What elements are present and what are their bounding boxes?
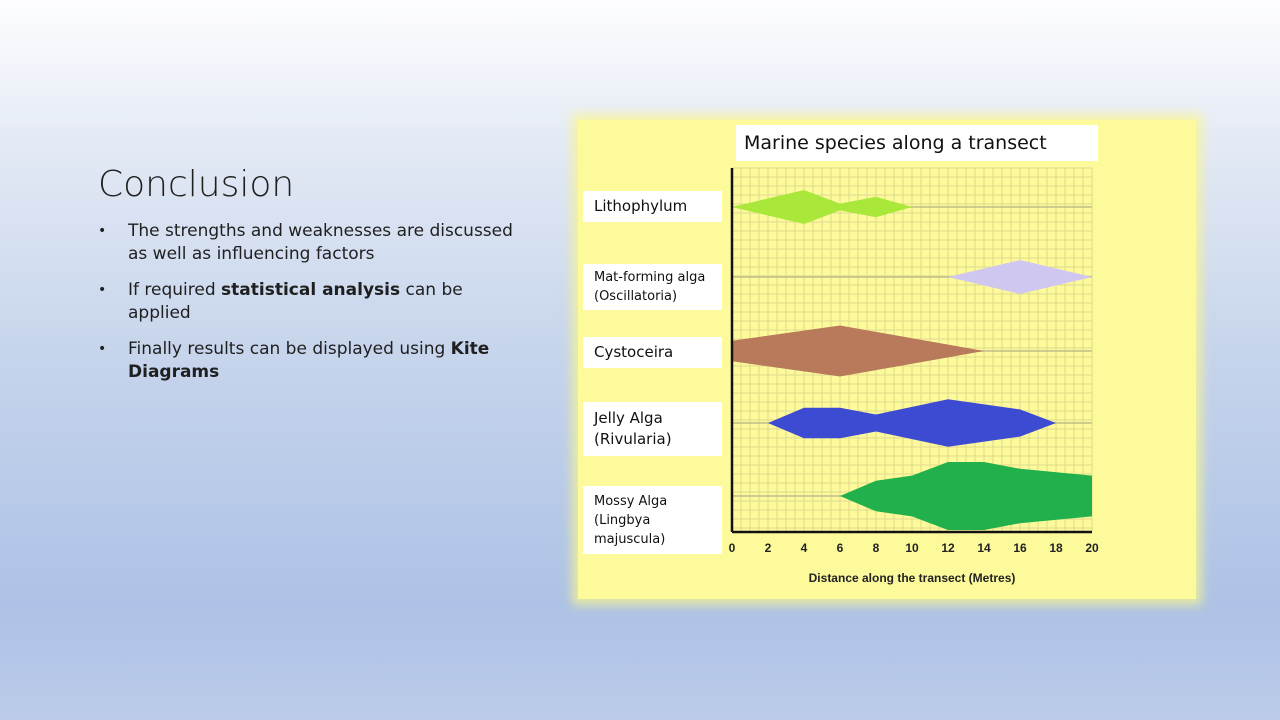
x-axis-label: Distance along the transect (Metres) bbox=[809, 571, 1016, 585]
x-tick-label: 0 bbox=[729, 541, 736, 555]
bullet-text: The strengths and weaknesses are discuss… bbox=[128, 221, 513, 264]
bullet-emphasis: statistical analysis bbox=[221, 280, 401, 300]
species-label: Jelly Alga (Rivularia) bbox=[583, 402, 722, 456]
species-label-line: (Lingbya bbox=[594, 512, 651, 528]
chart-title: Marine species along a transect bbox=[736, 125, 1098, 161]
species-label-line: Jelly Alga bbox=[594, 409, 663, 427]
kite-shape bbox=[768, 399, 1056, 447]
bullet-text: If required bbox=[128, 280, 222, 300]
bullet-dot: • bbox=[98, 223, 107, 239]
species-label-line: (Rivularia) bbox=[594, 430, 672, 448]
bullet-dot: • bbox=[98, 282, 107, 298]
kite-shape bbox=[732, 190, 912, 224]
x-tick-label: 4 bbox=[801, 541, 808, 555]
species-label-line: Cystoceira bbox=[594, 343, 674, 361]
x-tick-label: 14 bbox=[977, 541, 991, 555]
species-label: Cystoceira bbox=[583, 337, 722, 368]
x-tick-label: 6 bbox=[837, 541, 844, 555]
kite-chart-panel: 0 2 4 6 8 10 12 14 16 18 20 Distance along the tran… bbox=[578, 120, 1196, 599]
bullet-emphasis: Kite Diagrams bbox=[128, 339, 490, 382]
x-tick-label: 8 bbox=[873, 541, 880, 555]
species-label-line: majuscula) bbox=[594, 531, 666, 547]
species-label: Mat-forming alga (Oscillatoria) bbox=[583, 264, 722, 310]
bullet-text: can be applied bbox=[128, 280, 463, 323]
x-tick-label: 16 bbox=[1013, 541, 1027, 555]
kite-shape bbox=[732, 325, 984, 377]
x-tick-label: 20 bbox=[1085, 541, 1099, 555]
species-label-line: Lithophylum bbox=[594, 197, 688, 215]
species-label: Lithophylum bbox=[583, 191, 722, 222]
slide-title: Conclusion bbox=[98, 164, 295, 205]
bullet-list: • The strengths and weaknesses are discus… bbox=[98, 220, 518, 397]
kite-shape bbox=[948, 260, 1092, 294]
x-tick-label: 2 bbox=[765, 541, 772, 555]
kite-chart: 0 2 4 6 8 10 12 14 16 18 20 Distance along the tran… bbox=[729, 167, 1099, 585]
x-tick-label: 10 bbox=[905, 541, 919, 555]
kite-shape bbox=[840, 462, 1092, 530]
bullet-item: • Finally results can be displayed using … bbox=[98, 338, 518, 384]
x-tick-label: 18 bbox=[1049, 541, 1063, 555]
species-label-line: Mat-forming alga bbox=[594, 270, 706, 285]
x-tick-label: 12 bbox=[941, 541, 955, 555]
bullet-item: • If required statistical analysis can be… bbox=[98, 279, 518, 325]
species-label-line: Mossy Alga bbox=[594, 493, 668, 509]
species-label-line: (Oscillatoria) bbox=[594, 289, 678, 304]
bullet-item: • The strengths and weaknesses are discus… bbox=[98, 220, 518, 266]
bullet-text: Finally results can be displayed using bbox=[128, 339, 451, 359]
species-label: Mossy Alga (Lingbya majuscula) bbox=[583, 486, 722, 554]
bullet-dot: • bbox=[98, 341, 107, 357]
